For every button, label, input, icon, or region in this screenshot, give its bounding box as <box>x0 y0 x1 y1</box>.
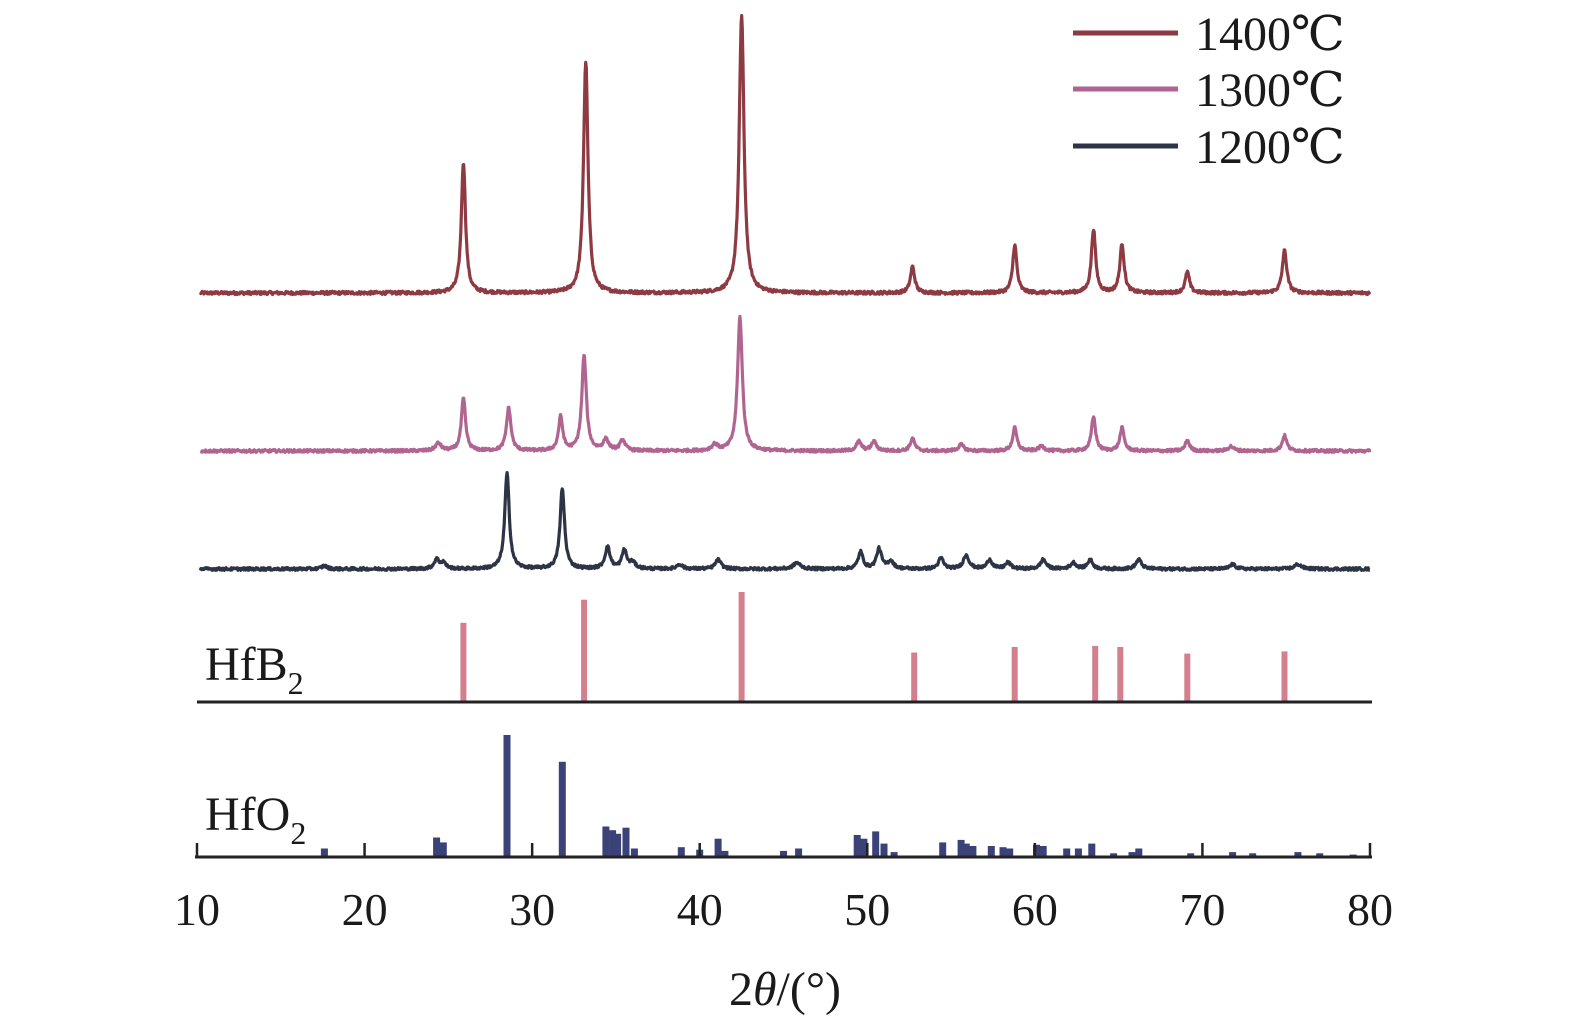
ref-line-hfo2 <box>1006 848 1014 857</box>
ref-line-hfo2 <box>1187 853 1195 857</box>
reference-layer: HfB2 HfO2 <box>197 592 1372 857</box>
ref-label-hfb2: HfB2 <box>205 638 304 701</box>
ref-line-hfo2 <box>987 846 995 857</box>
ref-line-hfo2 <box>969 846 977 857</box>
ref-line-hfo2 <box>939 842 947 857</box>
ref-line-hfb2 <box>1117 647 1124 702</box>
ref-line-hfb2 <box>581 599 588 702</box>
x-tick-label: 30 <box>509 884 555 935</box>
ref-line-hfo2 <box>780 850 787 857</box>
ref-line-hfo2 <box>602 826 610 857</box>
ref-line-hfo2 <box>1088 843 1096 857</box>
ref-line-hfb2 <box>1281 651 1288 702</box>
ref-line-hfo2 <box>1294 852 1302 857</box>
ref-line-hfb2 <box>1184 653 1191 702</box>
x-tick-label: 80 <box>1347 884 1393 935</box>
ref-line-hfo2 <box>1249 853 1257 857</box>
ref-line-hfo2 <box>999 847 1007 857</box>
ref-line-hfo2 <box>320 848 328 857</box>
ref-line-hfo2 <box>721 850 729 857</box>
ref-line-hfo2 <box>872 831 880 857</box>
ref-line-hfo2 <box>853 835 861 857</box>
x-tick-label: 40 <box>677 884 723 935</box>
ref-line-hfb2 <box>1011 647 1018 702</box>
ref-line-hfo2 <box>439 842 447 857</box>
ref-line-hfo2 <box>1039 846 1047 857</box>
legend-label-s1400: 1400℃ <box>1195 8 1345 61</box>
ref-line-hfo2 <box>630 848 638 857</box>
x-tick-label: 50 <box>844 884 890 935</box>
ref-line-hfo2 <box>1110 853 1118 857</box>
x-tick-label: 70 <box>1179 884 1225 935</box>
legend-label-s1200: 1200℃ <box>1195 121 1345 174</box>
x-axis-title: 2θ/(°) <box>729 963 841 1016</box>
ref-line-hfo2 <box>677 847 685 857</box>
ref-line-hfo2 <box>880 843 888 857</box>
series-layer <box>198 14 1372 572</box>
ref-line-hfo2 <box>714 838 722 857</box>
ref-line-hfo2 <box>1074 848 1082 857</box>
ref-line-hfo2 <box>962 843 970 857</box>
ref-line-hfo2 <box>503 735 511 857</box>
x-tick-label: 10 <box>174 884 220 935</box>
series-line-s1400 <box>198 14 1372 297</box>
x-tick-label: 20 <box>342 884 388 935</box>
ref-line-hfo2 <box>860 838 868 857</box>
ref-line-hfo2 <box>433 837 441 857</box>
ref-line-hfo2 <box>609 830 617 857</box>
ref-line-hfo2 <box>1135 848 1143 857</box>
ref-line-hfo2 <box>614 833 622 857</box>
ref-line-hfo2 <box>622 827 630 857</box>
ref-line-hfo2 <box>1316 853 1324 857</box>
ref-line-hfo2 <box>558 761 566 857</box>
ref-line-hfb2 <box>460 622 467 702</box>
ref-label-hfo2: HfO2 <box>205 788 306 851</box>
ref-line-hfo2 <box>1229 852 1237 857</box>
x-tick-label: 60 <box>1012 884 1058 935</box>
ref-line-hfo2 <box>1128 852 1136 857</box>
ref-line-hfo2 <box>890 852 898 857</box>
series-line-s1300 <box>199 314 1372 454</box>
x-axis: 10 20 30 40 50 60 70 80 <box>174 843 1393 935</box>
ref-line-hfo2 <box>795 848 803 857</box>
ref-line-hfo2 <box>957 839 965 857</box>
ref-line-hfo2 <box>1063 848 1071 857</box>
ref-line-hfb2 <box>1092 645 1099 702</box>
ref-line-hfb2 <box>738 592 745 702</box>
ref-line-hfb2 <box>911 652 918 702</box>
series-line-s1200 <box>198 471 1371 572</box>
ref-line-hfo2 <box>1033 844 1040 857</box>
legend-label-s1300: 1300℃ <box>1195 64 1345 117</box>
